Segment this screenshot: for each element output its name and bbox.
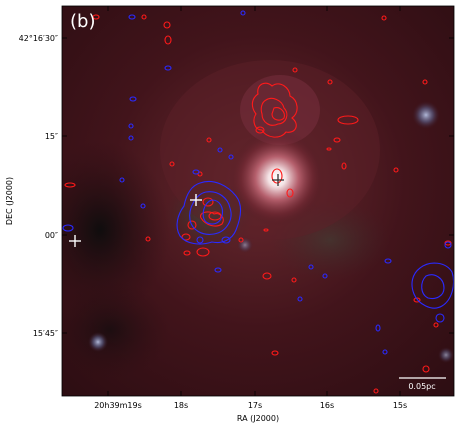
x-tick-label: 16s <box>320 401 334 410</box>
blue-contours <box>62 10 454 355</box>
marker-cross-3 <box>272 174 284 186</box>
x-tick-label: 18s <box>174 401 188 410</box>
sky-image: (b) 0.05pc <box>62 6 454 396</box>
y-tick-label: 42°16′30″ <box>19 34 58 43</box>
y-ticks <box>62 37 454 334</box>
x-axis-title: RA (J2000) <box>237 414 279 423</box>
marker-cross-2 <box>69 235 81 247</box>
y-tick-label: 15′45″ <box>33 329 58 338</box>
y-axis-title: DEC (J2000) <box>5 177 14 225</box>
y-tick-label: 15″ <box>45 132 58 141</box>
y-tick-label: 00″ <box>45 231 58 240</box>
scale-bar: 0.05pc <box>399 377 446 391</box>
x-ticks <box>107 6 401 396</box>
x-tick-label: 15s <box>393 401 407 410</box>
source-markers <box>69 174 284 247</box>
scale-bar-label: 0.05pc <box>408 382 435 391</box>
plot-frame <box>61 5 455 397</box>
x-tick-label: 17s <box>248 401 262 410</box>
bright-source <box>229 130 325 226</box>
panel-label: (b) <box>70 11 95 32</box>
marker-cross-1 <box>190 194 202 206</box>
red-contours <box>64 14 452 394</box>
x-tick-label: 20h39m19s <box>94 401 142 410</box>
